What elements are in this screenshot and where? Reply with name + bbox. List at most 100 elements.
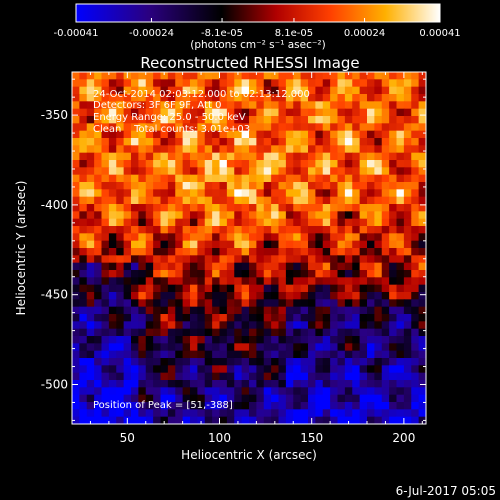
heatmap-cell [86, 394, 95, 403]
heatmap-cell [374, 240, 383, 249]
heatmap-cell [285, 380, 294, 388]
heatmap-cell [315, 152, 324, 161]
heatmap-cell [308, 380, 316, 388]
heatmap-cell [241, 262, 250, 271]
heatmap-cell [94, 123, 103, 132]
heatmap-cell [403, 284, 412, 293]
heatmap-cell [256, 130, 265, 139]
heatmap-cell [285, 409, 294, 418]
heatmap-cell [411, 167, 420, 176]
heatmap-cell [101, 160, 110, 168]
heatmap-cell [219, 226, 228, 234]
heatmap-cell [116, 182, 125, 190]
heatmap-cell [131, 145, 139, 154]
heatmap-cell [381, 101, 390, 110]
heatmap-cell [330, 116, 339, 124]
heatmap-cell [352, 138, 361, 146]
heatmap-cell [359, 387, 368, 396]
heatmap-cell [374, 196, 383, 205]
heatmap-cell [285, 86, 294, 95]
heatmap-cell [418, 409, 426, 418]
heatmap-cell [300, 328, 309, 337]
heatmap-cell [411, 189, 420, 198]
heatmap-cell [190, 350, 198, 359]
heatmap-cell [234, 72, 243, 80]
heatmap-cell [123, 277, 132, 286]
heatmap-cell [197, 394, 206, 403]
heatmap-cell [308, 218, 316, 227]
y-tick-label: -450 [41, 288, 68, 302]
heatmap-cell [167, 79, 176, 88]
heatmap-cell [234, 233, 243, 242]
heatmap-cell [167, 336, 176, 344]
heatmap-cell [359, 167, 368, 176]
heatmap-cell [389, 343, 398, 352]
heatmap-cell [308, 284, 316, 293]
heatmap-cell [241, 416, 250, 424]
heatmap-cell [212, 167, 221, 176]
heatmap-cell [389, 160, 398, 168]
heatmap-cell [308, 321, 316, 330]
heatmap-cell [330, 233, 339, 242]
heatmap-cell [403, 116, 412, 124]
heatmap-cell [359, 86, 368, 95]
heatmap-cell [86, 182, 95, 190]
heatmap-cell [226, 72, 235, 80]
heatmap-cell [285, 284, 294, 293]
heatmap-cell [278, 394, 287, 403]
heatmap-cell [123, 270, 132, 278]
heatmap-cell [72, 284, 80, 293]
heatmap-cell [175, 108, 184, 117]
heatmap-cell [285, 255, 294, 264]
heatmap-cell [285, 328, 294, 337]
heatmap-cell [226, 94, 235, 102]
heatmap-cell [72, 402, 80, 410]
heatmap-cell [389, 299, 398, 308]
heatmap-cell [374, 336, 383, 344]
heatmap-cell [352, 402, 361, 410]
heatmap-cell [79, 182, 88, 190]
heatmap-cell [167, 314, 176, 322]
heatmap-cell [94, 328, 103, 337]
heatmap-cell [381, 152, 390, 161]
heatmap-cell [131, 314, 139, 322]
heatmap-cell [381, 174, 390, 183]
heatmap-cell [138, 79, 147, 88]
heatmap-cell [160, 94, 169, 102]
heatmap-cell [374, 101, 383, 110]
heatmap-cell [94, 226, 103, 234]
heatmap-cell [153, 108, 162, 117]
heatmap-cell [381, 343, 390, 352]
heatmap-cell [79, 204, 88, 212]
heatmap-cell [219, 72, 228, 80]
heatmap-cell [352, 233, 361, 242]
heatmap-cell [101, 328, 110, 337]
heatmap-cell [86, 211, 95, 220]
heatmap-cell [256, 299, 265, 308]
heatmap-cell [381, 409, 390, 418]
heatmap-cell [116, 365, 125, 374]
heatmap-cell [197, 226, 206, 234]
heatmap-cell [72, 174, 80, 183]
heatmap-cell [249, 130, 257, 139]
heatmap-cell [263, 79, 272, 88]
heatmap-cell [256, 189, 265, 198]
heatmap-cell [197, 138, 206, 146]
heatmap-cell [123, 292, 132, 300]
heatmap-cell [249, 380, 257, 388]
heatmap-cell [389, 277, 398, 286]
heatmap-cell [403, 72, 412, 80]
heatmap-cell [182, 387, 191, 396]
heatmap-cell [153, 277, 162, 286]
heatmap-cell [359, 130, 368, 139]
heatmap-cell [160, 189, 169, 198]
heatmap-cell [256, 145, 265, 154]
heatmap-cell [352, 196, 361, 205]
heatmap-cell [190, 138, 198, 146]
heatmap-cell [352, 226, 361, 234]
heatmap-cell [263, 262, 272, 271]
heatmap-cell [344, 218, 353, 227]
heatmap-cell [249, 365, 257, 374]
heatmap-cell [263, 358, 272, 366]
heatmap-cell [219, 101, 228, 110]
